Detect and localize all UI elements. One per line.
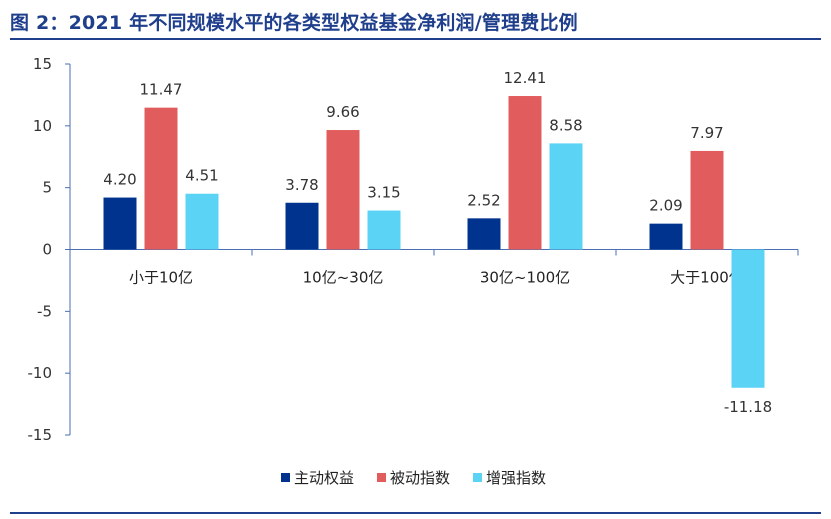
title-divider [10,38,821,40]
bar [326,130,360,250]
chart-axes: 15 10 5 0 -5 -10 -15 小于10亿 10亿~30亿 30亿~100亿 大于100亿 [28,55,799,444]
chart-legend: 主动权益 被动指数 增强指数 [281,469,546,487]
footer-divider [10,512,821,514]
bar-value-label: 4.51 [185,167,218,185]
chart-title: 图 2：2021 年不同规模水平的各类型权益基金净利润/管理费比例 [10,12,578,34]
bar [690,150,724,250]
y-tick-label: 10 [33,117,52,135]
legend-swatch [473,473,482,482]
bar-value-label: 11.47 [140,81,183,99]
bar [731,249,765,388]
legend-swatch [377,473,386,482]
legend-swatch [281,473,290,482]
chart-data-labels: 4.20 3.78 2.52 2.09 11.47 9.66 12.41 7.97 4.51 3.… [103,69,772,416]
bar-value-label: 9.66 [326,103,359,121]
y-tick-label: -10 [28,364,53,382]
x-category-label: 小于10亿 [129,269,193,287]
chart-bars [103,96,765,388]
bar-value-label: 12.41 [504,69,547,87]
bar-value-label: 4.20 [103,171,136,189]
bar [549,143,583,250]
bar [185,193,219,250]
bar-value-label: 3.78 [285,176,318,194]
bar [285,202,319,250]
bar-value-label: 3.15 [367,184,400,202]
bar-value-label: -11.18 [724,398,772,416]
bar-value-label: 2.52 [467,191,500,209]
bar [144,107,178,250]
bar-value-label: 8.58 [549,116,582,134]
legend-label: 增强指数 [486,469,546,487]
x-category-label: 大于100亿 [670,269,744,287]
legend-label: 主动权益 [294,469,354,487]
bar [508,96,542,250]
bar-value-label: 7.97 [690,124,723,142]
bar [103,197,137,250]
bar-value-label: 2.09 [649,197,682,215]
x-category-label: 30亿~100亿 [480,269,570,287]
legend-label: 被动指数 [390,469,450,487]
y-tick-label: 0 [42,241,52,259]
y-tick-label: -5 [37,302,52,320]
y-tick-label: 5 [42,179,52,197]
y-tick-label: -15 [28,426,53,444]
bar [649,223,683,250]
y-tick-label: 15 [33,55,52,73]
x-category-label: 10亿~30亿 [303,269,384,287]
bar [467,218,501,250]
bar [367,210,401,250]
